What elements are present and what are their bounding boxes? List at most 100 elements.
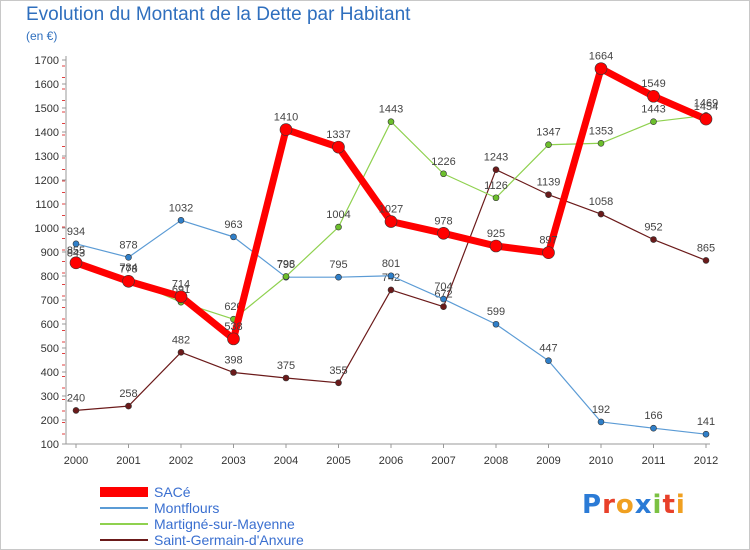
y-tick-label: 300 [41,391,59,403]
data-point [387,272,395,280]
x-tick-label: 2000 [64,455,88,467]
data-point [702,430,710,438]
logo-letter: i [675,490,686,520]
data-label: 1027 [379,204,403,216]
data-label: 704 [434,281,452,293]
x-tick-label: 2011 [642,455,666,467]
data-label: 1004 [326,209,350,221]
x-tick-label: 2006 [379,455,403,467]
data-label: 978 [434,215,452,227]
data-label: 963 [224,219,242,231]
data-label: 798 [277,258,295,270]
y-tick-label: 1500 [35,103,59,115]
legend-label: Saint-Germain-d'Anxure [154,532,304,548]
logo-letter: r [602,490,616,520]
data-point [387,118,395,125]
data-point [542,246,555,260]
data-point [72,240,80,248]
data-point [384,215,398,228]
logo-letter: t [662,490,676,520]
x-tick-label: 2010 [589,455,613,467]
data-point [650,236,657,243]
data-label: 1032 [169,202,193,214]
data-label: 1443 [379,104,403,116]
data-label: 1058 [589,196,613,208]
y-tick-label: 1300 [35,151,59,163]
data-point [545,141,552,149]
data-label: 398 [224,354,242,366]
y-tick-label: 1100 [35,199,59,211]
logo-letter: i [652,490,663,520]
x-tick-label: 2003 [221,455,245,467]
data-label: 141 [697,416,715,428]
legend-swatch [100,507,148,509]
data-point [647,89,660,103]
data-label: 1139 [537,177,561,189]
legend-swatch [100,523,148,525]
y-tick-label: 1700 [35,55,59,67]
chart-unit: (en €) [26,29,58,43]
data-point [335,273,342,281]
data-point [282,374,290,382]
data-point [440,303,447,311]
data-point [440,170,447,178]
x-tick-label: 2008 [484,455,508,467]
x-tick-label: 2002 [169,455,193,467]
data-point [177,349,185,356]
data-point [597,418,605,426]
data-point [437,226,450,240]
data-point [230,369,237,376]
data-label: 865 [697,242,715,254]
y-tick-label: 400 [41,367,59,379]
data-point [699,112,713,126]
data-point [282,273,290,280]
data-point [227,332,240,346]
data-label: 795 [277,259,295,271]
data-label: 934 [67,226,85,238]
data-point [492,320,500,328]
data-label: 375 [277,360,295,372]
data-point [332,140,345,154]
data-label: 843 [67,248,85,260]
y-tick-label: 1000 [35,223,59,235]
data-label: 1454 [694,101,718,113]
data-point [279,123,293,136]
data-point [125,253,132,261]
data-label: 1549 [641,78,665,90]
chart-title: Evolution du Montant de la Dette par Hab… [26,4,411,25]
x-tick-label: 2009 [536,455,560,467]
data-point [335,379,342,387]
logo-letter: P [582,490,603,520]
data-point [545,191,552,198]
data-label: 784 [119,262,137,274]
data-label: 192 [592,404,610,416]
data-label: 855 [67,245,85,257]
data-label: 166 [644,410,662,422]
data-label: 1664 [589,51,613,63]
data-label: 538 [224,321,242,333]
data-label: 795 [329,259,347,271]
y-tick-label: 100 [41,439,59,451]
data-point [72,407,80,414]
data-point [492,194,500,202]
data-point [594,62,608,75]
data-label: 897 [539,235,557,247]
data-label: 447 [539,343,557,355]
data-label: 1337 [326,129,350,141]
data-label: 599 [487,306,505,318]
x-tick-label: 2004 [274,455,298,467]
y-tick-label: 800 [41,271,59,283]
data-label: 1126 [484,180,508,192]
data-label: 778 [119,263,137,275]
x-tick-label: 2012 [694,455,718,467]
x-tick-label: 2005 [326,455,350,467]
data-point [69,256,83,270]
data-point [489,239,503,253]
logo-letter: x [634,490,653,520]
data-label: 1443 [641,104,665,116]
data-label: 1243 [484,152,508,164]
data-point [597,210,605,218]
data-label: 1347 [536,127,560,139]
data-label: 355 [329,365,347,377]
